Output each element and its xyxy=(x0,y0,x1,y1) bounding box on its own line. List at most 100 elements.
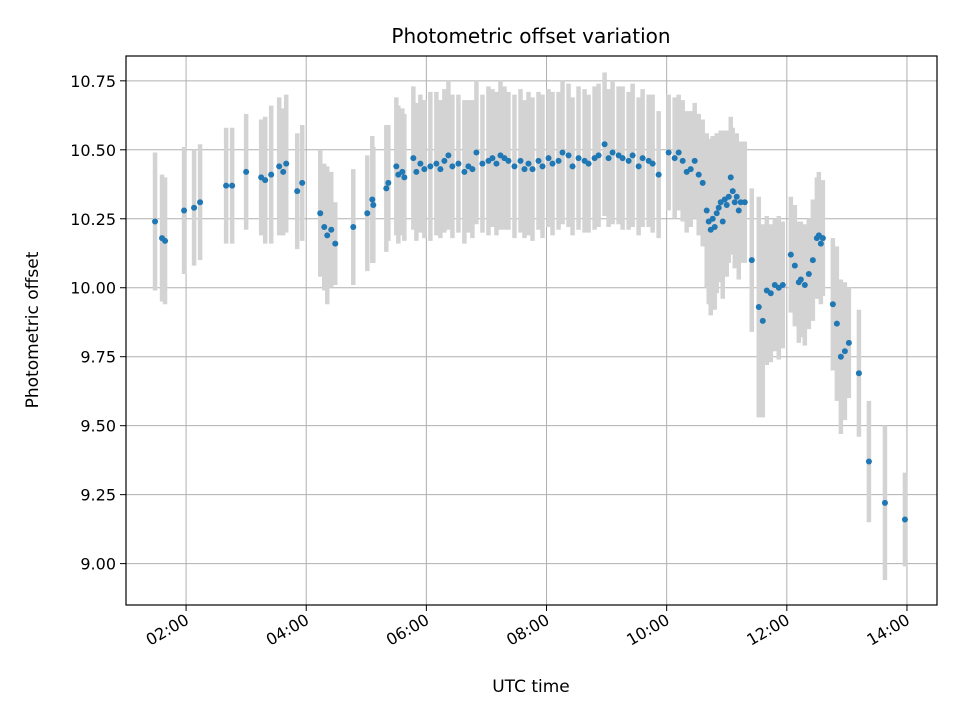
y-tick-label: 9.50 xyxy=(80,417,116,436)
data-point xyxy=(262,177,269,184)
data-point xyxy=(735,207,742,214)
data-point xyxy=(559,149,566,156)
data-point xyxy=(421,166,428,173)
data-point xyxy=(535,157,542,164)
data-point xyxy=(709,215,716,222)
data-point xyxy=(324,232,331,239)
data-point xyxy=(383,185,390,192)
data-point xyxy=(191,204,198,211)
data-point xyxy=(719,218,726,225)
data-point xyxy=(399,168,406,175)
data-point xyxy=(229,182,236,189)
data-point xyxy=(601,141,608,148)
data-point xyxy=(779,281,786,288)
plot-area-frame xyxy=(125,55,938,606)
data-point xyxy=(152,218,159,225)
data-point xyxy=(715,204,722,211)
data-point xyxy=(243,168,250,175)
data-point xyxy=(385,179,392,186)
data-point xyxy=(665,149,672,156)
data-point xyxy=(539,163,546,170)
data-point xyxy=(767,290,774,297)
data-point xyxy=(223,182,230,189)
y-axis-label: Photometric offset xyxy=(23,251,43,408)
data-point xyxy=(675,149,682,156)
data-point xyxy=(791,262,798,269)
data-point xyxy=(370,201,377,208)
data-point xyxy=(493,160,500,167)
data-point xyxy=(809,257,816,264)
data-point xyxy=(639,155,646,162)
data-point xyxy=(797,276,804,283)
y-tick-label: 10.00 xyxy=(70,279,116,298)
data-point xyxy=(727,174,734,181)
y-tick-label: 10.25 xyxy=(70,210,116,229)
data-point xyxy=(321,224,328,231)
data-point xyxy=(695,171,702,178)
data-point xyxy=(549,160,556,167)
data-point xyxy=(703,207,710,214)
data-point xyxy=(837,353,844,360)
data-point xyxy=(635,163,642,170)
data-point xyxy=(569,163,576,170)
data-point xyxy=(731,199,738,206)
data-point xyxy=(817,240,824,247)
data-point xyxy=(619,155,626,162)
data-point xyxy=(755,304,762,311)
data-point xyxy=(479,160,486,167)
data-point xyxy=(565,152,572,159)
data-point xyxy=(317,210,324,217)
y-axis-ticks: 9.00 9.25 9.50 9.75 10.00 10.25 10.50 10.75 xyxy=(70,72,126,574)
data-point xyxy=(725,193,732,200)
data-point xyxy=(525,160,532,167)
data-point xyxy=(901,516,908,523)
data-point xyxy=(268,171,275,178)
data-point xyxy=(445,152,452,159)
data-point xyxy=(609,149,616,156)
data-point xyxy=(328,226,335,233)
data-point xyxy=(679,157,686,164)
data-point xyxy=(437,166,444,173)
data-point xyxy=(748,257,755,264)
data-point xyxy=(787,251,794,258)
data-point xyxy=(413,168,420,175)
data-point xyxy=(801,281,808,288)
data-point xyxy=(401,174,408,181)
y-tick-label: 9.25 xyxy=(80,486,116,505)
data-point xyxy=(575,155,582,162)
data-point xyxy=(759,317,766,324)
data-point xyxy=(845,339,852,346)
data-point xyxy=(733,193,740,200)
data-point xyxy=(585,160,592,167)
data-point xyxy=(181,207,188,214)
data-point xyxy=(671,155,678,162)
data-point xyxy=(711,224,718,231)
data-point xyxy=(449,163,456,170)
data-point xyxy=(625,157,632,164)
data-point xyxy=(294,188,301,195)
data-point xyxy=(723,201,730,208)
data-point xyxy=(461,168,468,175)
data-point xyxy=(545,155,552,162)
data-point xyxy=(455,160,462,167)
data-point xyxy=(364,210,371,217)
data-point xyxy=(280,168,287,175)
y-tick-label: 9.75 xyxy=(80,348,116,367)
data-point xyxy=(417,160,424,167)
data-point xyxy=(433,160,440,167)
data-points xyxy=(152,141,908,523)
data-point xyxy=(410,155,417,162)
data-point xyxy=(393,163,400,170)
data-point xyxy=(511,163,518,170)
data-point xyxy=(829,301,836,308)
data-point xyxy=(276,163,283,170)
data-point xyxy=(299,179,306,186)
data-point xyxy=(865,458,872,465)
data-point xyxy=(529,166,536,173)
chart-title: Photometric offset variation xyxy=(391,24,670,48)
data-point xyxy=(350,224,357,231)
data-point xyxy=(197,199,204,206)
data-point xyxy=(595,152,602,159)
